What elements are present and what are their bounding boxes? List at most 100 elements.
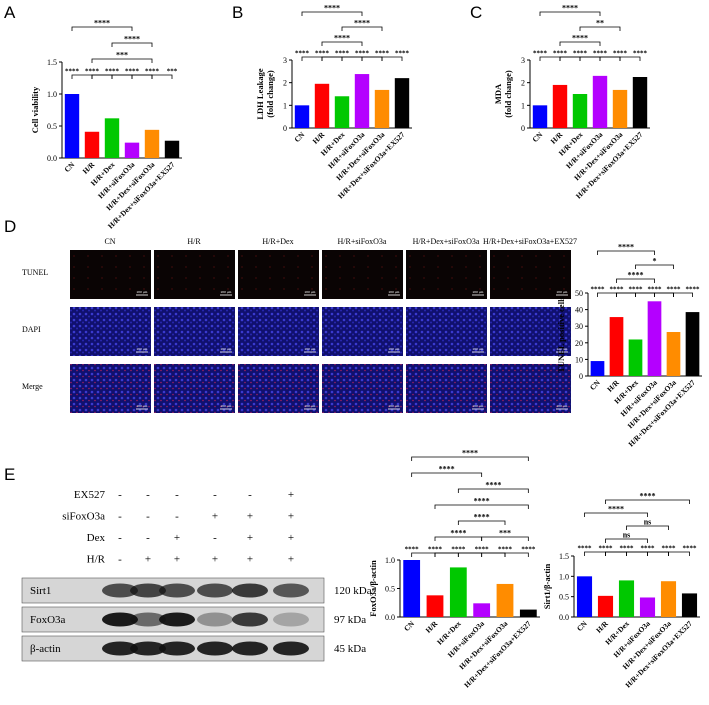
treatment-label: Dex: [87, 532, 106, 544]
scale-bar-label: 200 μm: [557, 347, 568, 351]
y-tick-label: 2: [283, 79, 287, 88]
y-tick-label: 3: [521, 56, 525, 65]
band-label: β-actin: [30, 643, 61, 655]
significance-label: ****: [94, 19, 110, 28]
treatment-sign: +: [247, 554, 253, 566]
significance-label: ****: [613, 50, 628, 58]
treatment-label: EX527: [74, 489, 106, 501]
y-tick-label: 1.0: [385, 556, 395, 565]
treatment-sign: -: [146, 511, 150, 523]
significance-label: ****: [686, 286, 701, 294]
scale-bar-label: 200 μm: [473, 347, 484, 351]
y-axis-label: MDA: [493, 83, 503, 104]
scale-bar-label: 200 μm: [305, 404, 316, 408]
significance-label: ****: [608, 505, 624, 514]
treatment-sign: +: [174, 554, 180, 566]
significance-label: **: [596, 19, 604, 28]
significance-bracket: [597, 292, 617, 297]
significance-label: ****: [485, 481, 501, 490]
treatment-sign: -: [146, 489, 150, 501]
treatment-sign: +: [145, 554, 151, 566]
significance-label: ****: [662, 545, 677, 553]
significance-bracket: [341, 26, 383, 31]
blot-band: [273, 612, 309, 627]
y-tick-label: 1: [283, 101, 287, 110]
significance-bracket: [559, 56, 581, 61]
blot-band: [102, 612, 138, 627]
micrograph: [490, 307, 571, 356]
significance-label: ****: [335, 50, 350, 58]
bar: [532, 105, 548, 128]
significance-label: ****: [124, 35, 140, 44]
bar: [632, 77, 648, 128]
significance-bracket: [504, 552, 529, 557]
blot-band: [102, 583, 138, 598]
y-tick-label: 0.0: [47, 154, 57, 163]
bar: [426, 595, 444, 617]
column-label: H/R+Dex: [262, 237, 293, 246]
scale-bar-label: 200 μm: [221, 404, 232, 408]
y-tick-label: 0: [579, 372, 583, 381]
y-tick-label: 1.0: [47, 90, 57, 99]
y-tick-label: 1.5: [559, 552, 569, 561]
x-tick-label: CN: [292, 130, 306, 144]
treatment-sign: -: [213, 489, 217, 501]
significance-label: ****: [498, 546, 513, 554]
column-label: CN: [104, 237, 115, 246]
y-tick-label: 10: [575, 355, 583, 364]
x-tick-label: H/R: [549, 130, 565, 146]
micrograph: [70, 364, 151, 413]
significance-label: ns: [644, 518, 652, 527]
significance-bracket: [71, 26, 133, 31]
significance-bracket: [635, 264, 674, 269]
significance-bracket: [321, 56, 343, 61]
scale-bar-label: 200 μm: [389, 347, 400, 351]
x-tick-label: CN: [62, 160, 76, 174]
y-axis-label: (fold change): [265, 70, 275, 118]
significance-label: ****: [629, 286, 644, 294]
y-axis-label: (fold change): [503, 70, 513, 118]
y-tick-label: 20: [575, 339, 583, 348]
significance-label: ****: [315, 50, 330, 58]
micrograph: [322, 364, 403, 413]
y-tick-label: 40: [575, 306, 583, 315]
micrograph: [490, 250, 571, 299]
y-tick-label: 0.5: [385, 585, 395, 594]
micrograph: [154, 307, 235, 356]
bar: [590, 361, 605, 376]
scale-bar-label: 200 μm: [137, 347, 148, 351]
significance-bracket: [111, 42, 153, 47]
significance-bracket: [411, 552, 436, 557]
significance-bracket: [457, 520, 506, 525]
significance-label: ****: [451, 546, 466, 554]
significance-bracket: [481, 552, 506, 557]
significance-bracket: [605, 538, 648, 543]
significance-bracket: [616, 278, 655, 283]
significance-label: ****: [641, 545, 656, 553]
significance-label: ****: [395, 50, 410, 58]
bar: [449, 567, 467, 617]
significance-label: ns: [623, 531, 631, 540]
significance-label: ****: [599, 545, 614, 553]
significance-bracket: [301, 56, 323, 61]
x-tick-label: CN: [530, 130, 544, 144]
treatment-sign: -: [213, 532, 217, 544]
panel-label: D: [4, 217, 16, 236]
bar: [612, 89, 628, 128]
treatment-sign: +: [174, 532, 180, 544]
significance-label: ***: [116, 51, 128, 60]
column-label: H/R: [187, 237, 201, 246]
significance-bracket: [559, 41, 601, 46]
scale-bar-label: 200 μm: [221, 290, 232, 294]
scale-bar-label: 200 μm: [137, 290, 148, 294]
bar: [660, 581, 677, 617]
micrograph: [70, 250, 151, 299]
bar: [314, 83, 330, 128]
significance-label: ****: [667, 286, 682, 294]
blot-band: [130, 641, 166, 656]
y-tick-label: 0.0: [559, 613, 569, 622]
treatment-label: H/R: [87, 554, 106, 566]
band-label: Sirt1: [30, 585, 51, 597]
micrograph: [238, 250, 319, 299]
bar: [403, 560, 421, 617]
